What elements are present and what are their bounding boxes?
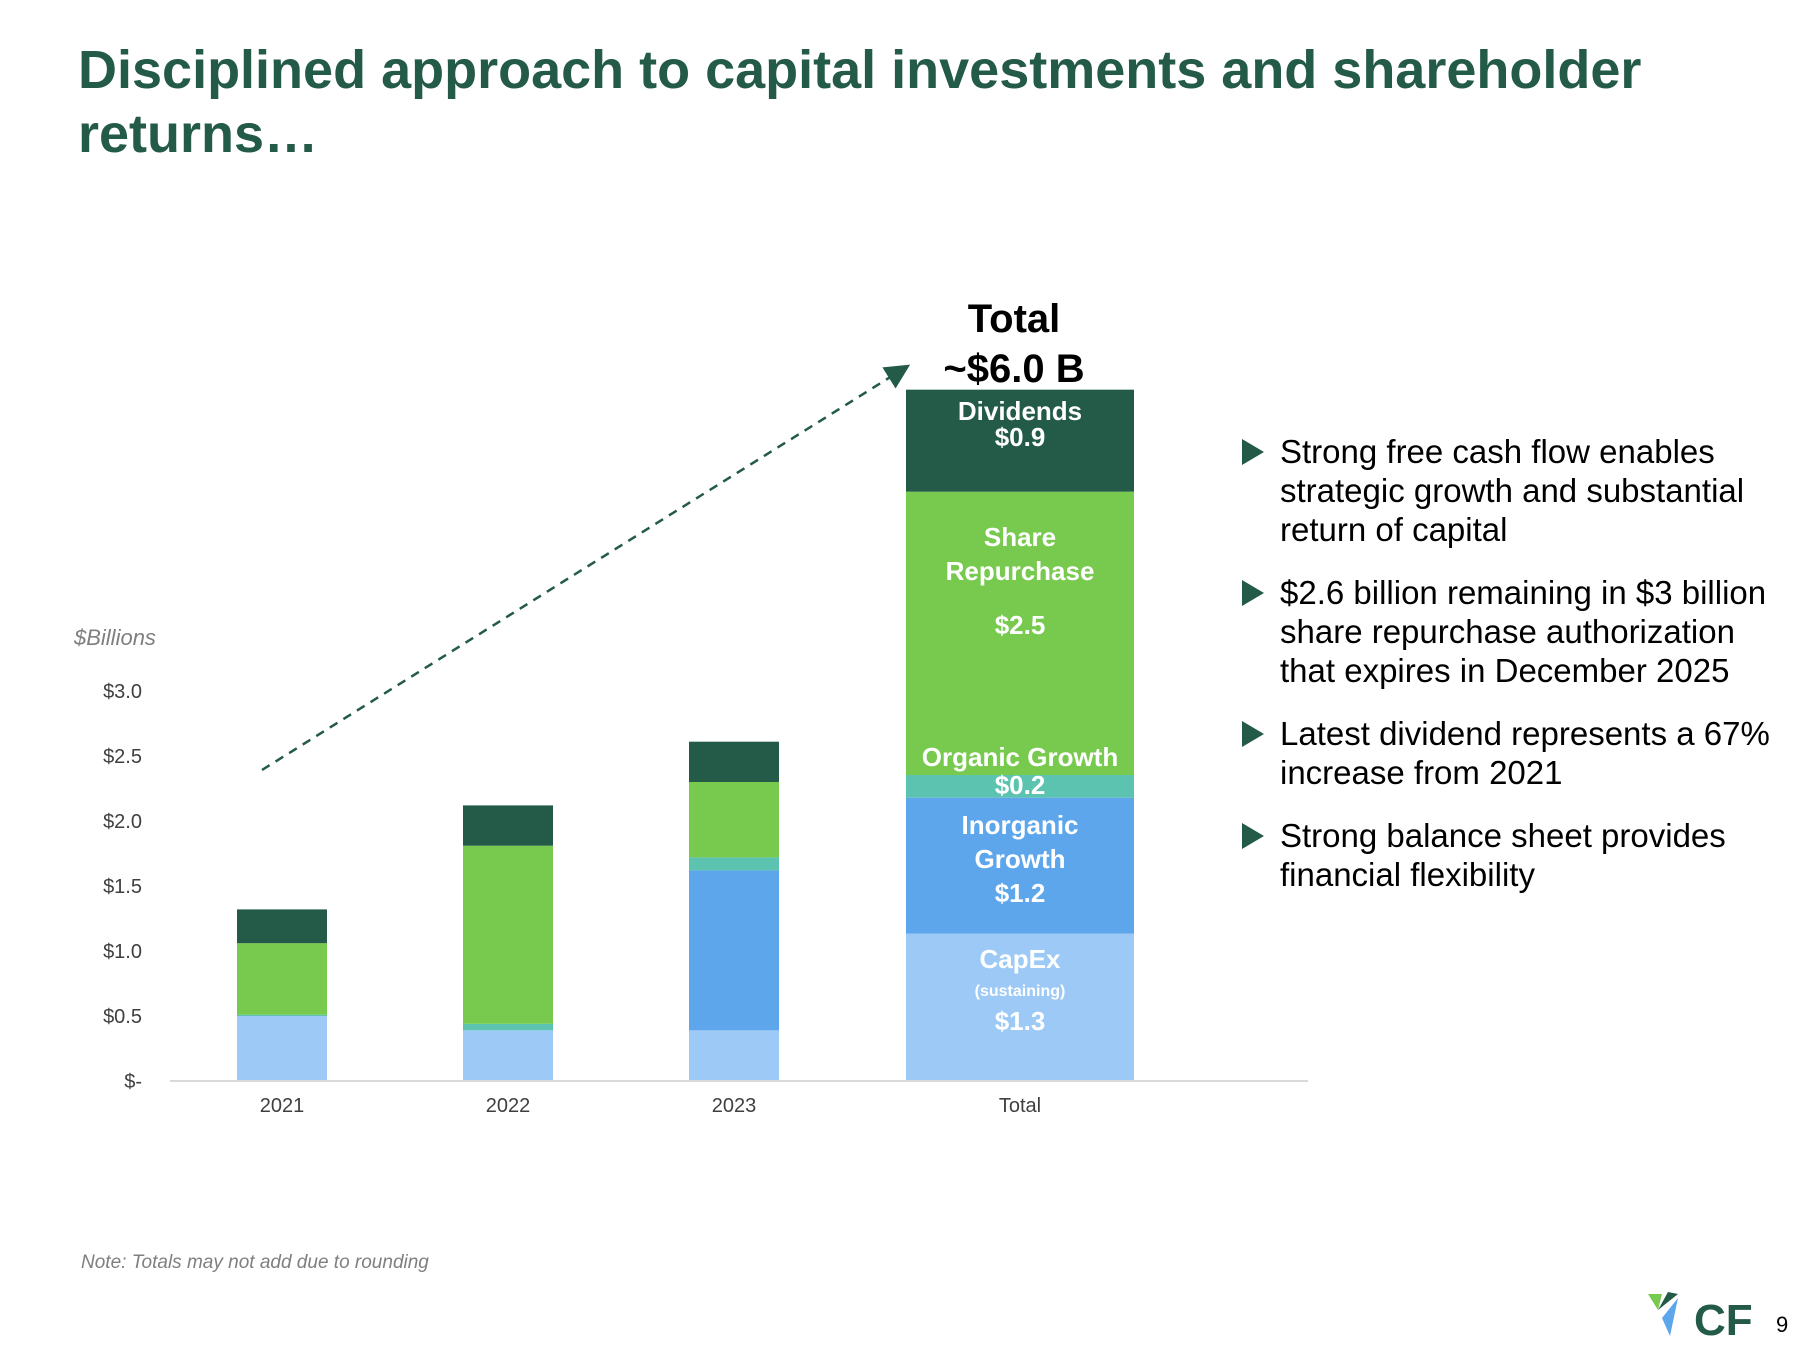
page-title: Disciplined approach to capital investme…: [78, 40, 1642, 164]
key-point-text: Latest dividend represents a 67% increas…: [1280, 715, 1770, 791]
x-axis-category-label: 2021: [260, 1095, 305, 1117]
key-point: Latest dividend represents a 67% increas…: [1238, 714, 1798, 792]
x-axis-category-label: Total: [999, 1095, 1041, 1117]
total-segment-labels: Dividends$0.9 Share Repurchase $2.5 Organic …: [922, 396, 1118, 1036]
segment-label-organic: $0.2: [995, 770, 1046, 800]
company-logo-text: CF: [1694, 1296, 1753, 1345]
key-point: $2.6 billion remaining in $3 billion sha…: [1238, 573, 1798, 690]
y-axis-ticks: $- $0.5 $1.0 $1.5 $2.0 $2.5 $3.0: [103, 681, 142, 1093]
growth-trend-arrow: [261, 364, 911, 772]
bar-segment-capex-total: [906, 933, 1134, 1081]
bar-segment-dividends-2023: [689, 741, 779, 782]
key-points-list: Strong free cash flow enables strategic …: [1238, 432, 1798, 918]
y-axis-tick-label: $0.5: [103, 1006, 142, 1028]
y-axis-tick-label: $2.0: [103, 811, 142, 833]
segment-label-inorganic: $1.2: [995, 878, 1046, 908]
segment-label-capex: (sustaining): [975, 983, 1066, 1000]
y-axis-tick-label: $1.5: [103, 876, 142, 898]
bar-segment-repurchase-2021: [237, 943, 327, 1015]
key-point-text: $2.6 billion remaining in $3 billion sha…: [1280, 574, 1767, 689]
x-axis-category-label: 2022: [486, 1095, 531, 1117]
segment-label-inorganic: Growth: [975, 844, 1066, 874]
bar-segment-capex-2023: [689, 1030, 779, 1081]
key-point-text: Strong free cash flow enables strategic …: [1280, 433, 1745, 548]
bar-segment-organic-2023: [689, 857, 779, 871]
triangle-bullet-icon: [1242, 439, 1264, 465]
bar-segment-repurchase-2022: [463, 845, 553, 1024]
bar-segment-inorganic-2023: [689, 870, 779, 1031]
bar-segment-organic-total: [906, 775, 1134, 798]
bar-segment-dividends-2021: [237, 909, 327, 944]
bar-segment-dividends-total: [906, 389, 1134, 492]
bar-segment-dividends-2022: [463, 805, 553, 846]
key-point: Strong free cash flow enables strategic …: [1238, 432, 1798, 549]
segment-label-dividends: $0.9: [995, 422, 1046, 452]
total-annotation-line2: ~$6.0 B: [943, 347, 1084, 391]
footnote: Note: Totals may not add due to rounding: [81, 1252, 429, 1273]
bar-segment-repurchase-total: [906, 491, 1134, 775]
cf-logo-icon: [1648, 1292, 1678, 1336]
segment-label-repurchase: $2.5: [995, 610, 1046, 640]
segment-label-repurchase: Share: [984, 522, 1056, 552]
x-axis-category-label: 2023: [712, 1095, 757, 1117]
segment-label-repurchase: Repurchase: [946, 556, 1095, 586]
x-axis-labels: 2021 2022 2023 Total: [260, 1095, 1041, 1117]
segment-label-capex: CapEx: [980, 944, 1061, 974]
segment-label-capex: $1.3: [995, 1006, 1046, 1036]
y-axis-tick-label: $2.5: [103, 746, 142, 768]
bar-segment-repurchase-2023: [689, 782, 779, 858]
bar-segment-organic-2022: [463, 1023, 553, 1031]
triangle-bullet-icon: [1242, 823, 1264, 849]
total-annotation-line1: Total: [968, 297, 1061, 341]
y-axis-tick-label: $-: [124, 1071, 142, 1093]
bars-group: [237, 389, 1134, 1081]
key-point-text: Strong balance sheet provides financial …: [1280, 817, 1726, 893]
key-point: Strong balance sheet provides financial …: [1238, 816, 1798, 894]
segment-label-organic: Organic Growth: [922, 742, 1118, 772]
bar-segment-capex-2022: [463, 1030, 553, 1081]
segment-label-dividends: Dividends: [958, 396, 1082, 426]
triangle-bullet-icon: [1242, 580, 1264, 606]
bar-segment-capex-2021: [237, 1016, 327, 1081]
page-number: 9: [1776, 1312, 1789, 1337]
bar-segment-organic-2021: [237, 1014, 327, 1016]
triangle-bullet-icon: [1242, 721, 1264, 747]
bar-segment-inorganic-total: [906, 797, 1134, 934]
y-axis-tick-label: $1.0: [103, 941, 142, 963]
y-axis-tick-label: $3.0: [103, 681, 142, 703]
y-axis-unit-label: $Billions: [73, 625, 156, 650]
segment-label-inorganic: Inorganic: [961, 810, 1078, 840]
